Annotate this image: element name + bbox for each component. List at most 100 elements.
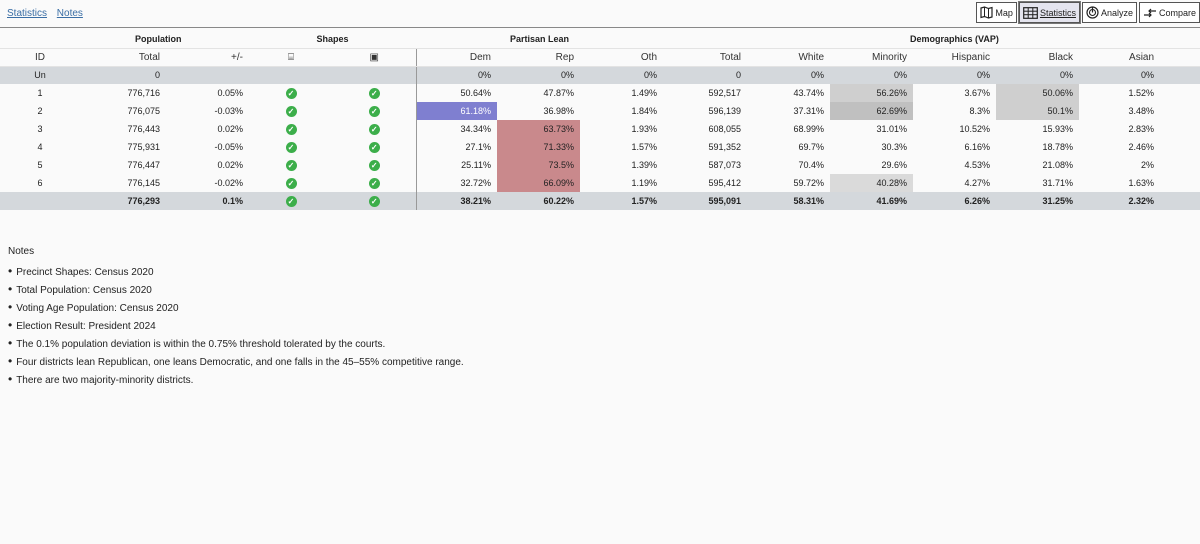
compactness-icon: ▣: [369, 51, 379, 63]
district-black: 50.1%: [996, 102, 1080, 120]
analyze-button[interactable]: Analyze: [1081, 2, 1137, 23]
note-item: Total Population: Census 2020: [8, 282, 464, 300]
contiguity-check-icon: ✓: [285, 87, 297, 99]
statistics-link[interactable]: Statistics: [7, 8, 48, 19]
district-hispanic: 6.16%: [964, 142, 991, 152]
rep-header[interactable]: Rep: [497, 47, 581, 67]
compactness-check-icon: ✓: [368, 177, 380, 189]
totals-white: 58.31%: [747, 192, 831, 210]
dem-header[interactable]: Dem: [415, 47, 498, 67]
district-asian: 1.52%: [1128, 88, 1155, 98]
black-header[interactable]: Black: [996, 47, 1080, 67]
district-vap: 591,352: [708, 142, 742, 152]
district-row[interactable]: 2 776,075 -0.03% ✓ ✓ 61.18% 36.98% 1.84% 596,139…: [0, 102, 1200, 120]
district-dev: -0.03%: [214, 106, 243, 116]
note-item: Precinct Shapes: Census 2020: [8, 264, 464, 282]
unassigned-id: Un: [0, 66, 80, 84]
notes-link[interactable]: Notes: [56, 8, 83, 19]
totals-row: 776,293 0.1% ✓ ✓ 38.21% 60.22% 1.57% 595…: [0, 192, 1200, 210]
note-item: The 0.1% population deviation is within …: [8, 336, 464, 354]
unassigned-white: 0%: [747, 66, 831, 84]
contiguity-check-icon: ✓: [285, 141, 297, 153]
notes-list: Precinct Shapes: Census 2020Total Popula…: [8, 264, 464, 390]
compare-button-label: Compare: [1158, 7, 1196, 18]
district-dem: 50.64%: [415, 84, 498, 102]
district-oth: 1.39%: [631, 160, 658, 170]
map-icon: [980, 6, 994, 19]
population-total-header[interactable]: Total: [80, 47, 166, 67]
district-dem: 61.18%: [415, 102, 498, 120]
unassigned-dem: 0%: [415, 66, 498, 84]
district-id: 1: [37, 88, 43, 98]
district-white: 70.4%: [798, 160, 825, 170]
district-minority: 62.69%: [830, 102, 914, 120]
unassigned-vap-total: 0: [663, 66, 748, 84]
group-header-row: Population Shapes Partisan Lean Demograp…: [0, 30, 1200, 48]
asian-header[interactable]: Asian: [1079, 47, 1161, 67]
district-vap: 608,055: [708, 124, 742, 134]
totals-oth: 1.57%: [580, 192, 664, 210]
totals-vap-total: 595,091: [663, 192, 748, 210]
district-black: 31.71%: [1042, 178, 1074, 188]
district-black: 18.78%: [1042, 142, 1074, 152]
totals-deviation: 0.1%: [166, 192, 249, 210]
district-row[interactable]: 6 776,145 -0.02% ✓ ✓ 32.72% 66.09% 1.19% 595,412…: [0, 174, 1200, 192]
district-white: 43.74%: [793, 88, 825, 98]
contiguity-check-icon: ✓: [285, 159, 297, 171]
district-rep: 47.87%: [543, 88, 575, 98]
compactness-check-icon: ✓: [368, 195, 380, 207]
district-white: 68.99%: [793, 124, 825, 134]
note-item: Four districts lean Republican, one lean…: [8, 354, 463, 372]
top-bar: Statistics Notes Map Statistics Analyze …: [0, 0, 1200, 28]
district-row[interactable]: 5 776,447 0.02% ✓ ✓ 25.11% 73.5% 1.39% 587,073 70…: [0, 156, 1200, 174]
district-id: 5: [37, 160, 43, 170]
notes-section: Notes Precinct Shapes: Census 2020Total …: [8, 246, 464, 390]
district-row[interactable]: 3 776,443 0.02% ✓ ✓ 34.34% 63.73% 1.93% 608,055 6…: [0, 120, 1200, 138]
district-id: 6: [37, 178, 43, 188]
district-id: 2: [37, 106, 43, 116]
district-hispanic: 10.52%: [959, 124, 991, 134]
district-oth: 1.57%: [631, 142, 658, 152]
district-row[interactable]: 4 775,931 -0.05% ✓ ✓ 27.1% 71.33% 1.57% 591,352 6…: [0, 138, 1200, 156]
minority-header[interactable]: Minority: [830, 47, 914, 67]
contiguity-check-icon: ✓: [285, 123, 297, 135]
district-vap: 592,517: [708, 88, 742, 98]
oth-header[interactable]: Oth: [580, 47, 664, 67]
district-hispanic: 4.27%: [964, 178, 991, 188]
district-dem: 25.11%: [415, 156, 498, 174]
district-dev: 0.02%: [217, 124, 243, 134]
compactness-header[interactable]: ▣: [333, 47, 417, 67]
unassigned-total: 0: [80, 66, 166, 84]
totals-asian: 2.32%: [1079, 192, 1161, 210]
compare-button[interactable]: Compare: [1138, 2, 1200, 23]
statistics-button[interactable]: Statistics: [1017, 1, 1081, 24]
compactness-check-icon: ✓: [368, 87, 380, 99]
id-header[interactable]: ID: [0, 47, 80, 67]
district-rep: 71.33%: [497, 138, 581, 156]
district-dev: 0.02%: [217, 160, 243, 170]
compare-icon: [1143, 8, 1156, 17]
district-rep: 63.73%: [497, 120, 581, 138]
unassigned-row[interactable]: Un 0 0% 0% 0% 0 0% 0% 0% 0% 0%: [0, 66, 1200, 84]
white-header[interactable]: White: [747, 47, 831, 67]
district-vap: 596,139: [708, 106, 742, 116]
compactness-check-icon: ✓: [368, 141, 380, 153]
district-row[interactable]: 1 776,716 0.05% ✓ ✓ 50.64% 47.87% 1.49% 592,517 4…: [0, 84, 1200, 102]
column-header-row: ID Total +/- ⌸ ▣ Dem Rep Oth Total White…: [0, 47, 1200, 67]
district-total: 776,443: [127, 124, 160, 134]
unassigned-black: 0%: [996, 66, 1080, 84]
district-white: 37.31%: [793, 106, 825, 116]
district-oth: 1.93%: [631, 124, 658, 134]
compactness-check-icon: ✓: [368, 105, 380, 117]
map-button[interactable]: Map: [976, 2, 1017, 23]
district-dev: 0.05%: [217, 88, 243, 98]
district-dev: -0.02%: [214, 178, 243, 188]
hispanic-header[interactable]: Hispanic: [913, 47, 997, 67]
district-asian: 2.46%: [1128, 142, 1155, 152]
deviation-header[interactable]: +/-: [166, 47, 249, 67]
unassigned-rep: 0%: [497, 66, 581, 84]
contiguity-header[interactable]: ⌸: [249, 47, 333, 67]
view-toolbar: Map Statistics Analyze Compare: [976, 1, 1200, 24]
district-black: 15.93%: [1042, 124, 1074, 134]
vap-total-header[interactable]: Total: [663, 47, 748, 67]
